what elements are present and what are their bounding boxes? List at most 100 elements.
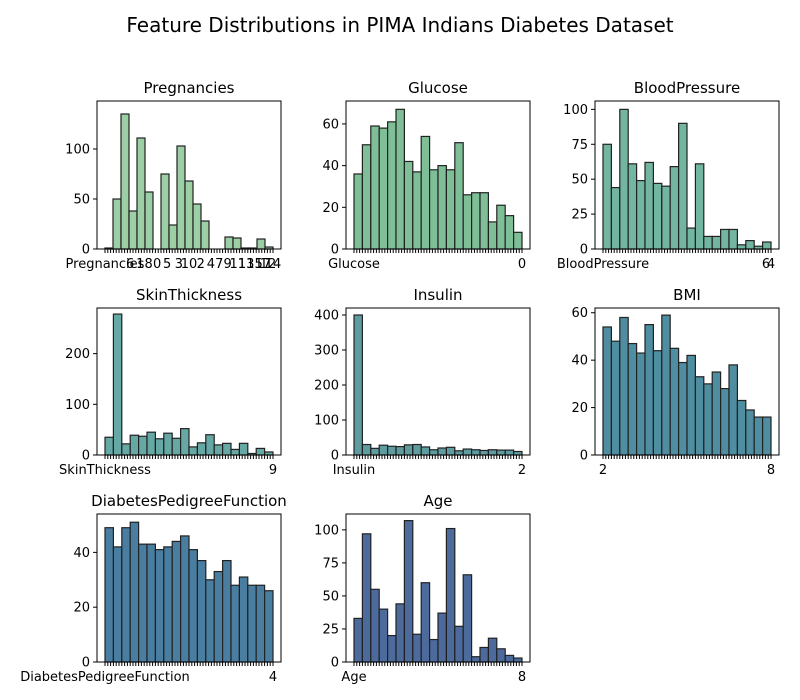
- x-tick-label: 4: [767, 257, 775, 272]
- y-tick-label: 75: [571, 138, 588, 153]
- bar: [378, 444, 389, 456]
- y-tick-label: 20: [73, 601, 90, 616]
- x-tick-label: 6: [126, 257, 134, 272]
- y-tick-label: 40: [73, 546, 90, 561]
- bar: [403, 520, 414, 663]
- y-tick-label: 0: [580, 243, 588, 258]
- bar: [146, 543, 156, 663]
- bar: [602, 326, 612, 456]
- x-tick-label: 12: [260, 257, 277, 272]
- bar: [232, 237, 242, 250]
- bar: [728, 364, 738, 456]
- bar: [387, 634, 397, 663]
- bar: [120, 113, 130, 250]
- y-tick-label: 60: [322, 117, 339, 132]
- bar: [378, 608, 389, 663]
- bar: [496, 449, 506, 456]
- y-tick-label: 20: [571, 401, 588, 416]
- bar: [196, 442, 207, 456]
- x-tick-label: 4: [269, 670, 277, 685]
- y-tick-label: 60: [571, 306, 588, 321]
- bar: [487, 449, 498, 456]
- bar: [420, 446, 431, 456]
- bar: [454, 625, 464, 663]
- bar: [686, 354, 696, 456]
- bar: [403, 444, 414, 456]
- bar: [163, 432, 173, 456]
- y-tick-label: 0: [331, 449, 339, 464]
- bar: [168, 224, 178, 250]
- bar: [387, 445, 397, 456]
- bar: [112, 198, 122, 250]
- bar: [264, 590, 274, 663]
- bar: [213, 444, 224, 456]
- bar: [669, 166, 680, 250]
- y-tick-label: 50: [73, 193, 90, 208]
- bar: [370, 447, 380, 456]
- x-tick-label: 0: [153, 257, 161, 272]
- axes-frame: [594, 100, 780, 250]
- bar: [745, 240, 755, 250]
- subplot-title: Age: [423, 492, 452, 510]
- bar: [256, 238, 266, 250]
- axes-frame: [96, 513, 282, 663]
- bar: [412, 633, 422, 663]
- bar: [619, 108, 629, 250]
- bar: [395, 446, 405, 456]
- x-tick-label: 13: [238, 257, 255, 272]
- bar: [192, 203, 202, 250]
- bar: [188, 446, 198, 456]
- bar: [462, 448, 473, 456]
- axes-frame: [96, 100, 282, 250]
- bar: [429, 449, 439, 456]
- bar: [602, 143, 612, 250]
- y-tick-label: 0: [82, 449, 90, 464]
- x-tick-label: 11: [229, 257, 246, 272]
- bar: [644, 324, 654, 456]
- y-tick-label: 0: [331, 243, 339, 258]
- bar: [180, 535, 190, 663]
- bar: [230, 448, 240, 456]
- bar: [171, 437, 182, 456]
- y-tick-label: 20: [322, 201, 339, 216]
- x-ticks: [104, 249, 274, 253]
- axes-frame: [345, 513, 531, 663]
- bar: [437, 612, 447, 663]
- x-tick-label: 6: [762, 257, 770, 272]
- bar: [719, 228, 730, 250]
- figure-title: Feature Distributions in PIMA Indians Di…: [126, 13, 673, 37]
- x-tick-label: 17: [255, 257, 272, 272]
- bar: [160, 173, 170, 250]
- bar: [454, 450, 464, 456]
- bar: [403, 160, 414, 250]
- bar: [512, 657, 523, 663]
- bar: [121, 527, 131, 663]
- y-tick-label: 40: [322, 159, 339, 174]
- bar: [661, 185, 671, 250]
- x-tick-label: BloodPressure: [557, 257, 649, 272]
- y-tick-label: 100: [65, 143, 90, 158]
- bar: [652, 350, 663, 456]
- y-tick-label: 300: [314, 344, 339, 359]
- y-tick-label: 100: [314, 523, 339, 538]
- x-tick-label: 15: [246, 257, 263, 272]
- bar: [445, 446, 456, 456]
- bar: [479, 192, 489, 250]
- bar: [504, 654, 515, 663]
- bar: [180, 428, 190, 456]
- subplot-title: SkinThickness: [136, 286, 242, 304]
- bar: [171, 540, 182, 663]
- bar: [370, 125, 380, 250]
- bar: [711, 235, 722, 250]
- bar: [247, 584, 257, 663]
- bar: [429, 638, 439, 663]
- x-tick-label: 2: [518, 463, 526, 478]
- y-tick-label: 100: [65, 398, 90, 413]
- bar: [437, 447, 447, 456]
- bar: [154, 549, 165, 663]
- bar: [213, 570, 224, 663]
- bar: [200, 220, 210, 250]
